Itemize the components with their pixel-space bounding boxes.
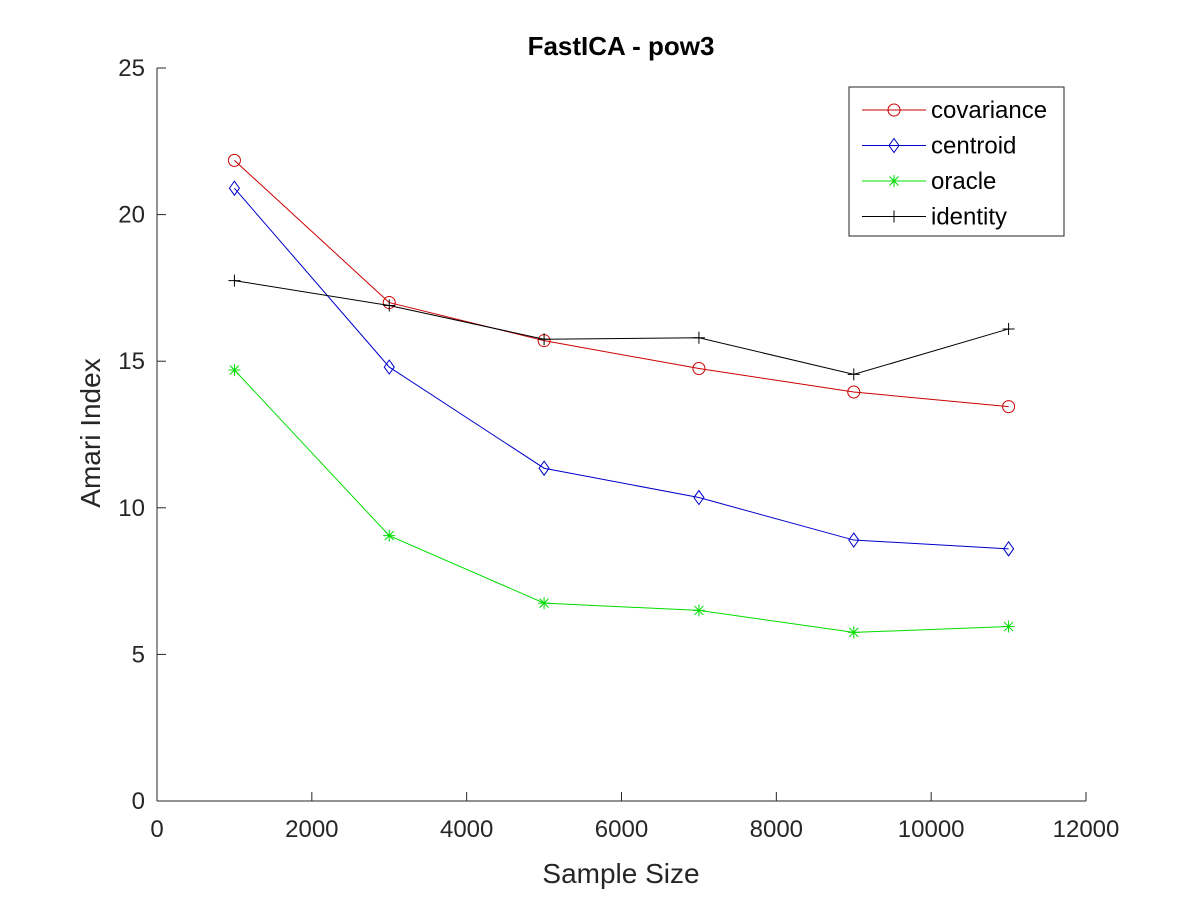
data-point-centroid	[693, 489, 705, 506]
series-line-covariance	[234, 159, 1009, 408]
data-point-oracle	[228, 363, 241, 376]
y-tick-label: 0	[132, 788, 145, 815]
y-axis-title: Amari Index	[75, 358, 106, 507]
legend-marker	[888, 210, 900, 223]
legend-label: centroid	[931, 133, 1016, 160]
data-point-identity	[538, 333, 551, 346]
data-point-covariance	[227, 153, 241, 167]
data-point-covariance	[847, 385, 861, 399]
x-tick-label: 0	[150, 816, 163, 843]
x-tick-label: 4000	[440, 816, 493, 843]
legend-item-oracle: oracle	[862, 168, 996, 195]
legend-label: identity	[931, 204, 1007, 231]
data-point-centroid	[538, 460, 550, 477]
y-tick-label: 5	[132, 641, 145, 668]
series-line-identity	[234, 280, 1009, 375]
series-line-oracle	[234, 369, 1009, 633]
legend-item-identity: identity	[862, 204, 1007, 231]
series-layer	[227, 153, 1016, 639]
x-tick-label: 2000	[285, 816, 338, 843]
x-tick-label: 6000	[595, 816, 648, 843]
x-tick-label: 8000	[750, 816, 803, 843]
legend-box	[848, 86, 1065, 237]
x-axis-title: Sample Size	[542, 858, 699, 889]
y-tick-label: 10	[118, 495, 145, 522]
x-tick-label: 12000	[1053, 816, 1120, 843]
legend-marker	[887, 103, 901, 117]
data-point-centroid	[848, 532, 860, 548]
legend-marker	[888, 137, 900, 154]
y-tick-label: 15	[118, 348, 145, 375]
data-point-identity	[228, 274, 241, 287]
axes: 0 2000 4000 6000 8000 10000 12000 0 5 10 15 20 25	[118, 55, 1119, 843]
data-point-oracle	[383, 529, 396, 542]
data-point-identity	[692, 331, 705, 344]
series-identity	[228, 274, 1015, 381]
legend: covariance centroid oracle identity	[848, 86, 1065, 237]
data-point-covariance	[1002, 400, 1016, 414]
data-point-centroid	[228, 180, 241, 197]
data-point-covariance	[692, 362, 706, 376]
data-point-identity	[847, 368, 860, 381]
data-point-oracle	[692, 604, 705, 617]
legend-label: covariance	[931, 97, 1047, 124]
data-point-oracle	[538, 597, 551, 610]
data-point-centroid	[1002, 540, 1015, 557]
data-point-identity	[383, 299, 396, 312]
data-point-oracle	[1002, 620, 1015, 633]
legend-item-covariance: covariance	[862, 97, 1047, 124]
legend-marker	[888, 175, 900, 187]
series-centroid	[228, 180, 1015, 557]
legend-item-centroid: centroid	[862, 133, 1016, 160]
legend-label: oracle	[931, 168, 996, 195]
x-tick-label: 10000	[898, 816, 965, 843]
series-oracle	[228, 363, 1015, 639]
data-point-centroid	[383, 359, 395, 375]
data-point-oracle	[847, 626, 860, 639]
series-line-centroid	[234, 187, 1009, 550]
y-tick-label: 20	[118, 202, 145, 229]
chart-title: FastICA - pow3	[528, 31, 715, 61]
data-point-identity	[1002, 322, 1015, 335]
y-tick-label: 25	[118, 55, 145, 82]
